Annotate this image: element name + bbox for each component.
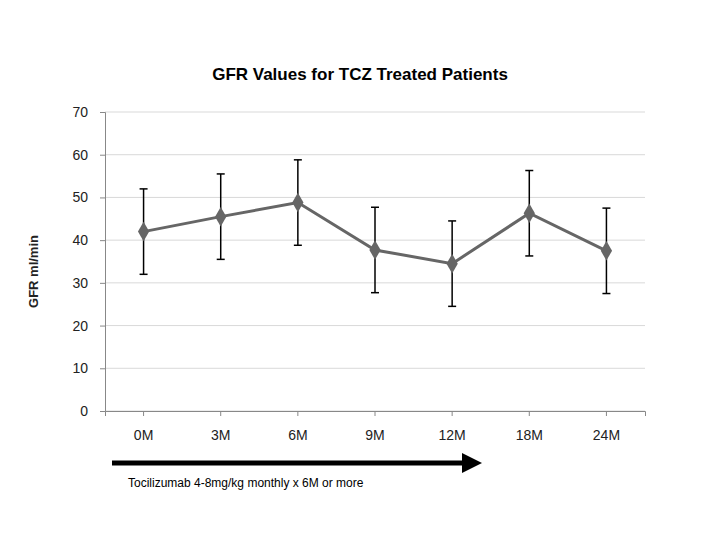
x-tick-mark: [606, 411, 607, 416]
x-tick: 24M: [593, 411, 620, 443]
y-tick-label: 60: [72, 147, 88, 163]
error-cap: [525, 170, 533, 172]
y-tick: 30: [72, 275, 105, 291]
error-cap: [371, 292, 379, 294]
x-tick-mark: [375, 411, 376, 416]
y-tick-mark: [100, 240, 105, 241]
y-tick-label: 10: [72, 360, 88, 376]
annotation: Tocilizumab 4-8mg/kg monthly x 6M or mor…: [128, 476, 364, 490]
y-tick-label: 70: [72, 104, 88, 120]
grid-line: [105, 368, 645, 369]
x-tick-label: 3M: [211, 427, 230, 443]
y-tick-mark: [100, 326, 105, 327]
x-tick-mark: [297, 411, 298, 416]
data-point: [447, 254, 458, 274]
x-tick: 12M: [439, 411, 466, 443]
title: GFR Values for TCZ Treated Patients: [212, 65, 508, 84]
y-tick-label: 20: [72, 318, 88, 334]
error-cap: [294, 245, 302, 247]
y-tick-mark: [100, 112, 105, 113]
y-tick-label: 0: [80, 403, 88, 419]
data-point: [601, 241, 612, 261]
y-axis-line: [100, 113, 106, 412]
x-axis: 0M 3M 6M 9M 12M 18M 24M: [106, 411, 646, 443]
grid-line: [105, 325, 645, 326]
x-tick-label: 9M: [365, 427, 384, 443]
data-point: [524, 203, 535, 223]
y-tick: 40: [72, 232, 105, 248]
y-tick: 60: [72, 147, 105, 163]
x-tick: 18M: [516, 411, 543, 443]
x-tick-label: 0M: [134, 427, 153, 443]
annotation-arrow: [112, 461, 472, 466]
grid-line: [105, 197, 645, 198]
error-cap: [217, 259, 225, 261]
grid-line: [105, 154, 645, 155]
grid: [105, 112, 645, 411]
x-axis-line: [106, 412, 646, 417]
x-tick-label: 12M: [439, 427, 466, 443]
x-tick-mark: [220, 411, 221, 416]
error-cap: [602, 207, 610, 209]
y-tick-label: 50: [72, 189, 88, 205]
x-tick: 6M: [288, 411, 307, 443]
x-tick-mark: [143, 411, 144, 416]
y-tick-label: 40: [72, 232, 88, 248]
x-tick: 0M: [134, 411, 153, 443]
y-tick: 0: [80, 403, 105, 419]
error-cap: [140, 188, 148, 190]
y-tick: 50: [72, 189, 105, 205]
grid-line: [105, 112, 645, 113]
y-axis: 0 10 20 30 40 50 60 70: [72, 104, 105, 419]
error-cap: [448, 220, 456, 222]
data-point: [292, 193, 303, 213]
y-tick: 20: [72, 318, 105, 334]
error-cap: [371, 207, 379, 209]
y-tick-mark: [100, 155, 105, 156]
x-tick-label: 18M: [516, 427, 543, 443]
data-point: [138, 222, 149, 242]
x-tick: 3M: [211, 411, 230, 443]
error-cap: [217, 173, 225, 175]
error-cap: [525, 255, 533, 257]
x-tick-label: 6M: [288, 427, 307, 443]
error-cap: [294, 159, 302, 161]
plot: 0 10 20 30 40 50 60 70 0M 3M 6M 9M 12M 18M 24M: [72, 104, 645, 443]
y-tick-label: 30: [72, 275, 88, 291]
y-tick-mark: [100, 197, 105, 198]
y-tick-mark: [100, 411, 105, 412]
data-point: [369, 240, 380, 260]
y-tick-mark: [100, 368, 105, 369]
error-bars: [140, 160, 611, 307]
chart: 0 10 20 30 40 50 60 70 0M 3M 6M 9M 12M 18M 24M GFR Valu…: [0, 0, 720, 540]
error-cap: [602, 293, 610, 295]
marks: [138, 160, 612, 307]
error-cap: [140, 274, 148, 276]
y-tick: 70: [72, 104, 105, 120]
y-tick-mark: [100, 283, 105, 284]
error-cap: [448, 306, 456, 308]
y-tick: 10: [72, 360, 105, 376]
y-axis-title: GFR ml/min: [26, 235, 41, 308]
x-tick: 9M: [365, 411, 384, 443]
x-tick-label: 24M: [593, 427, 620, 443]
x-tick-mark: [452, 411, 453, 416]
data-point: [215, 207, 226, 227]
x-tick-mark: [529, 411, 530, 416]
